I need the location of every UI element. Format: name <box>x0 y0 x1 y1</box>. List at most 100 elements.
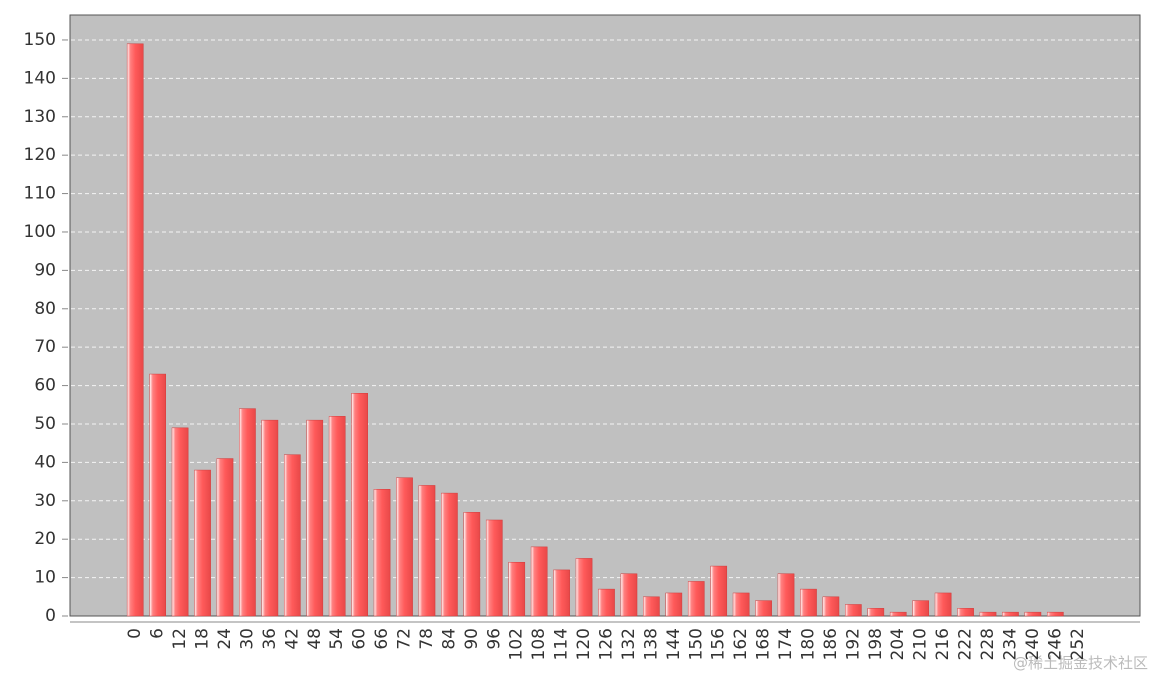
bar <box>710 565 728 617</box>
bar <box>665 592 683 617</box>
x-tick-label: 54 <box>327 628 347 650</box>
x-tick-label: 246 <box>1045 628 1065 660</box>
y-tick-label: 70 <box>34 337 56 357</box>
watermark: @稀土掘金技术社区 <box>1013 654 1148 672</box>
x-tick-label: 60 <box>350 628 370 650</box>
x-tick-label: 108 <box>529 628 549 660</box>
bar <box>373 489 391 617</box>
x-tick-label: 210 <box>911 628 931 660</box>
bar <box>889 611 907 617</box>
bar <box>687 581 705 617</box>
bar <box>508 561 526 617</box>
bar <box>755 600 772 617</box>
x-tick-label: 132 <box>619 628 639 660</box>
y-tick-label: 130 <box>24 107 56 127</box>
x-tick-label: 12 <box>170 628 190 650</box>
bar <box>845 604 862 617</box>
x-tick-label: 78 <box>417 628 437 650</box>
x-tick-label: 138 <box>641 628 661 660</box>
x-tick-label: 174 <box>776 628 796 660</box>
bar <box>261 419 279 617</box>
x-tick-label: 36 <box>260 628 280 650</box>
bar <box>1024 611 1042 617</box>
bar <box>1047 611 1064 617</box>
x-tick-label: 24 <box>215 628 235 650</box>
y-tick-label: 120 <box>24 145 56 165</box>
bar <box>979 611 997 617</box>
bar <box>822 596 840 617</box>
x-tick-label: 48 <box>305 628 325 650</box>
y-tick-label: 10 <box>34 568 56 588</box>
y-tick-label: 80 <box>34 299 56 319</box>
bar <box>126 43 144 617</box>
x-tick-label: 114 <box>552 628 572 660</box>
x-tick-label: 126 <box>597 628 617 660</box>
bar <box>283 454 301 617</box>
bar <box>800 588 817 617</box>
x-tick-label: 180 <box>798 628 818 660</box>
bar <box>171 427 189 617</box>
bar <box>306 419 324 617</box>
bar <box>396 477 413 617</box>
y-tick-label: 110 <box>24 184 56 204</box>
x-tick-label: 192 <box>843 628 863 660</box>
x-tick-label: 234 <box>1000 628 1020 660</box>
x-tick-label: 204 <box>888 628 908 660</box>
x-tick-label: 18 <box>193 628 213 650</box>
x-tick-label: 144 <box>664 628 684 660</box>
bar <box>643 596 660 617</box>
bar <box>553 569 570 617</box>
x-tick-label: 228 <box>978 628 998 660</box>
y-tick-label: 150 <box>24 30 56 50</box>
y-tick-label: 20 <box>34 529 56 549</box>
x-tick-label: 252 <box>1068 628 1088 660</box>
y-tick-label: 90 <box>34 260 56 280</box>
x-tick-label: 30 <box>237 628 257 650</box>
bar <box>934 592 952 617</box>
bar <box>1002 611 1019 617</box>
x-tick-label: 66 <box>372 628 392 650</box>
x-tick-label: 84 <box>439 628 459 650</box>
bar <box>418 485 436 617</box>
y-tick-label: 100 <box>24 222 56 242</box>
x-tick-label: 240 <box>1023 628 1043 660</box>
bar <box>194 469 211 617</box>
bar <box>485 519 503 617</box>
x-tick-label: 216 <box>933 628 953 660</box>
x-tick-label: 96 <box>484 628 504 650</box>
bar <box>598 588 615 617</box>
x-tick-label: 6 <box>148 628 168 639</box>
bar <box>441 492 458 617</box>
x-tick-label: 72 <box>395 628 415 650</box>
bar <box>239 408 256 617</box>
bar <box>149 373 166 617</box>
x-tick-label: 222 <box>956 628 976 660</box>
x-tick-label: 90 <box>462 628 482 650</box>
bar <box>912 600 930 617</box>
x-tick-label: 120 <box>574 628 594 660</box>
bar <box>777 573 795 617</box>
y-tick-label: 40 <box>34 452 56 472</box>
y-tick-label: 50 <box>34 414 56 434</box>
x-tick-label: 0 <box>125 628 145 639</box>
bar <box>216 458 234 617</box>
bar <box>867 608 885 617</box>
bar <box>351 393 368 617</box>
bar <box>620 573 638 617</box>
y-tick-label: 140 <box>24 68 56 88</box>
bar <box>328 416 346 617</box>
x-tick-label: 42 <box>282 628 302 650</box>
x-tick-label: 156 <box>709 628 729 660</box>
x-tick-label: 162 <box>731 628 751 660</box>
bar <box>530 546 548 617</box>
bar <box>957 608 974 617</box>
x-tick-label: 150 <box>686 628 706 660</box>
x-tick-label: 102 <box>507 628 527 660</box>
x-tick-label: 186 <box>821 628 841 660</box>
bar <box>575 558 593 617</box>
y-tick-label: 60 <box>34 376 56 396</box>
y-tick-label: 30 <box>34 491 56 511</box>
x-tick-label: 168 <box>754 628 774 660</box>
y-tick-label: 0 <box>45 606 56 626</box>
